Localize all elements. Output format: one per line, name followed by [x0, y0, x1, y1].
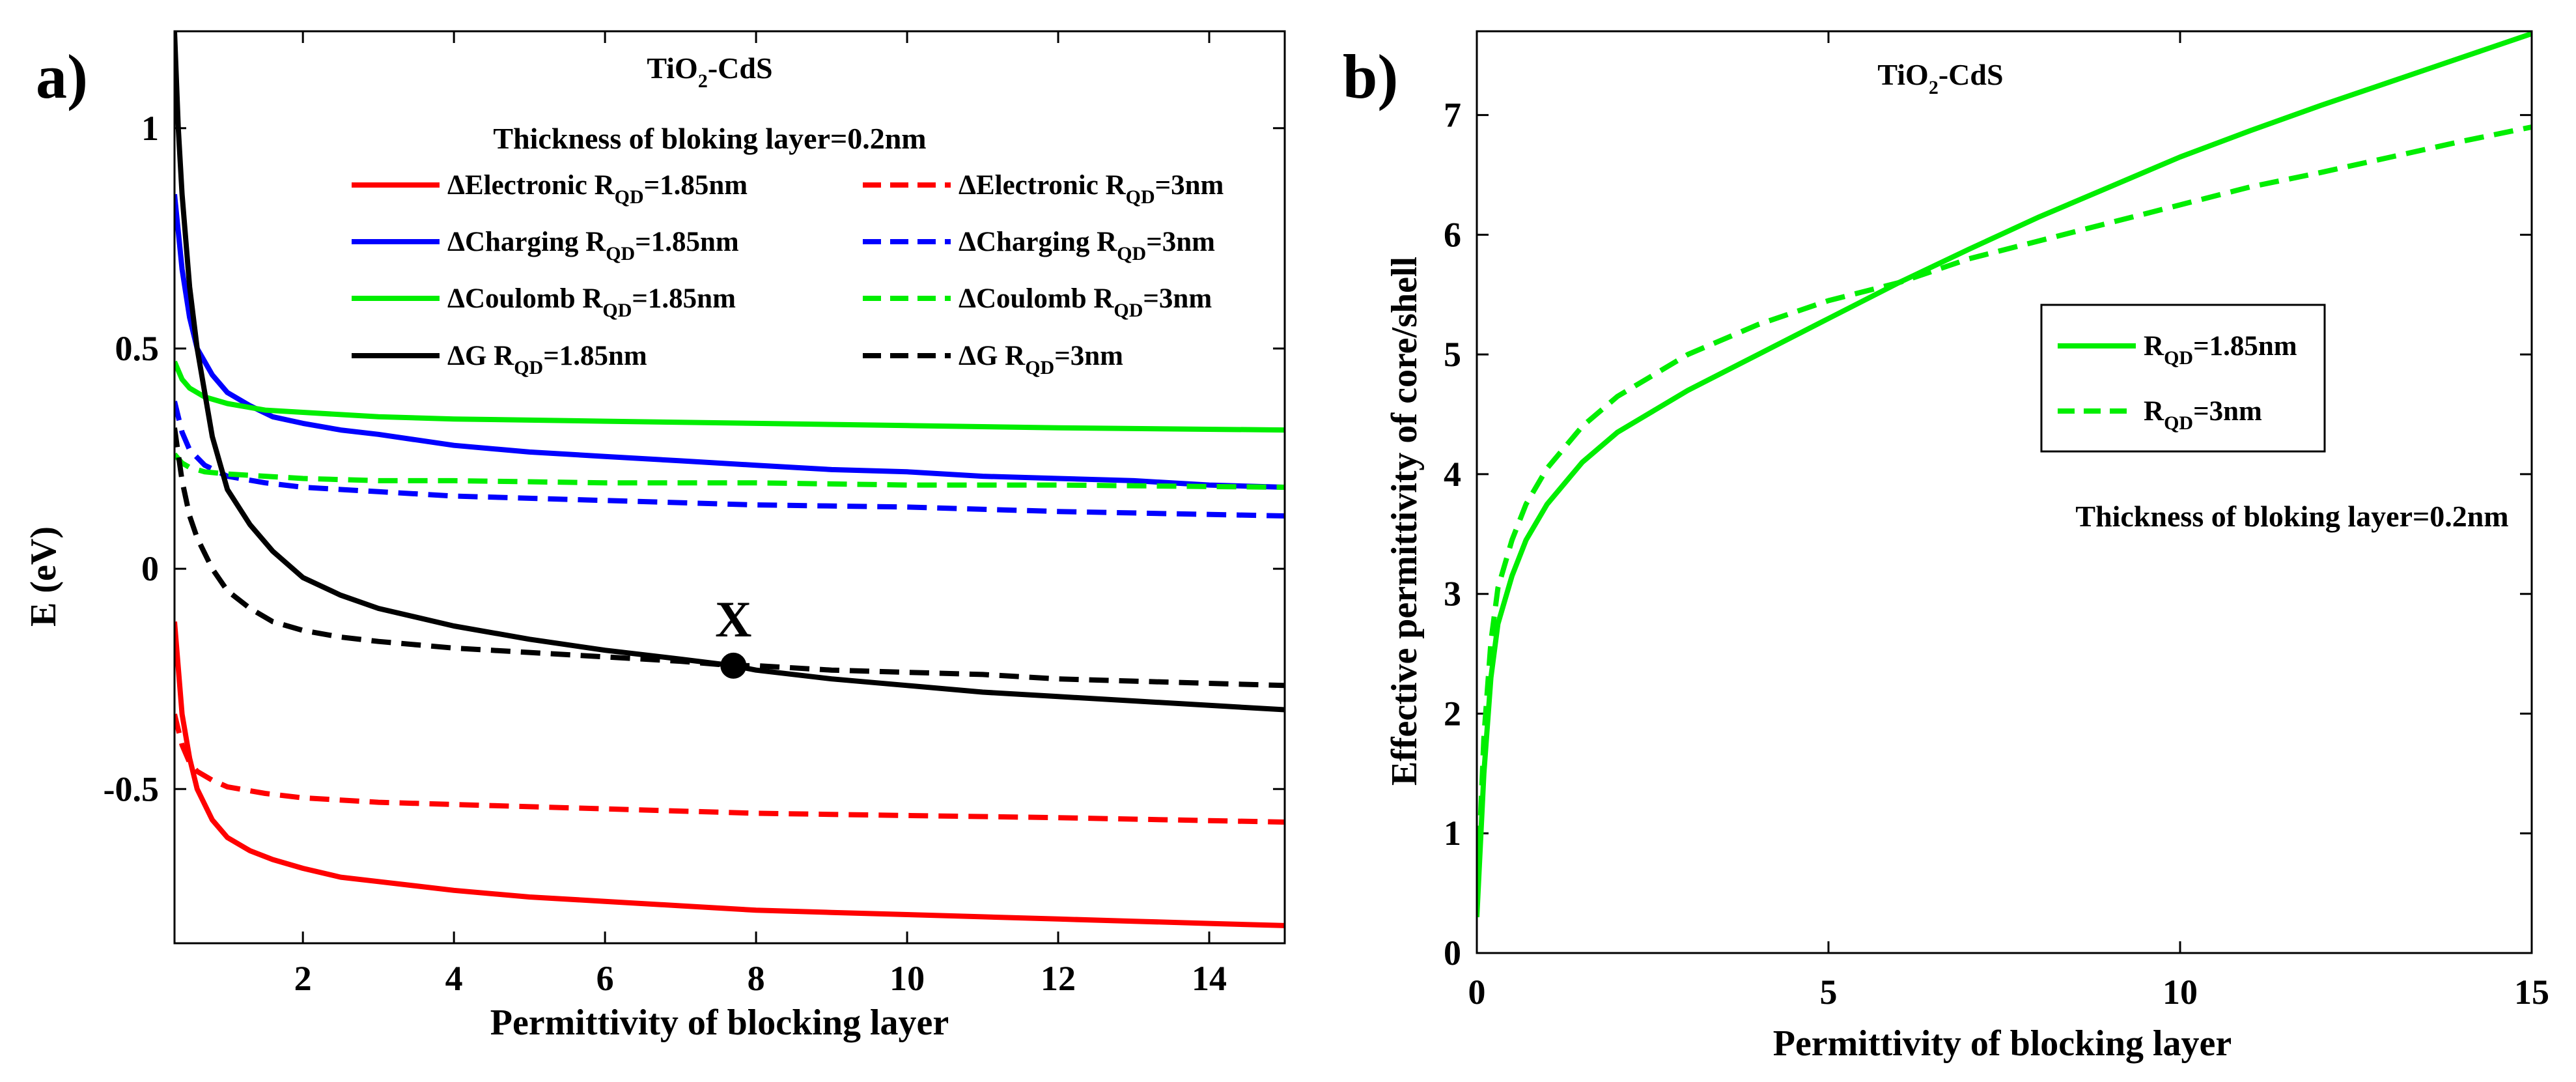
point-label: X — [715, 591, 751, 648]
series-line-a-3 — [175, 401, 1285, 519]
y-tick-label: 0.5 — [115, 329, 160, 368]
x-axis-title-b: Permittivity of blocking layer — [1773, 1023, 2232, 1064]
series-group-b — [1477, 31, 2532, 918]
y-tick-label: 3 — [1444, 575, 1461, 614]
legend-label: ΔElectronic RQD=3nm — [959, 170, 1224, 208]
series-line-a-6 — [175, 31, 1285, 713]
legend-label: ΔCoulomb RQD=3nm — [959, 283, 1212, 321]
x-tick-label: 2 — [294, 959, 312, 998]
legend-label: ΔElectronic RQD=1.85nm — [447, 170, 748, 208]
intersection-point — [720, 652, 747, 679]
x-tick-label: 10 — [2163, 973, 2198, 1012]
x-tick-label: 5 — [1820, 973, 1838, 1012]
y-tick-label: 1 — [1444, 814, 1461, 853]
legend-b: RQD=1.85nm RQD=3nm — [2058, 331, 2297, 434]
panel-label-a: a) — [36, 42, 88, 111]
series-lines — [1477, 31, 2532, 918]
x-tick-label: 6 — [596, 959, 614, 998]
series-line-b-1 — [1477, 124, 2532, 905]
thickness-annotation-b: Thickness of bloking layer=0.2nm — [2075, 500, 2508, 533]
series-line-a-1 — [175, 713, 1285, 825]
y-tick-label: 2 — [1444, 694, 1461, 733]
x-tick-label: 10 — [889, 959, 925, 998]
y-tick-label: 4 — [1444, 455, 1461, 494]
x-tick-label: 14 — [1192, 959, 1227, 998]
y-tick-label: 0 — [141, 549, 159, 588]
series-lines — [175, 31, 1285, 928]
y-tick-label: 0 — [1444, 933, 1461, 973]
plot-frame-b — [1476, 30, 2533, 954]
y-tick-label: 5 — [1444, 335, 1461, 374]
y-tick-label: 6 — [1444, 215, 1461, 254]
legend-label: RQD=1.85nm — [2144, 331, 2297, 369]
series-line-b-0 — [1477, 31, 2532, 918]
series-line-a-0 — [175, 621, 1285, 928]
y-ticks-b: 0 1 2 3 4 5 6 7 — [1444, 96, 2532, 973]
x-ticks-b: 0 5 10 15 — [1468, 31, 2549, 1012]
series-group-a — [175, 31, 1285, 928]
panel-label-b: b) — [1343, 42, 1398, 111]
x-ticks-a: 2 4 6 8 10 12 14 — [294, 31, 1227, 998]
legend-label: RQD=3nm — [2144, 396, 2262, 434]
chart-title-b: TiO2-CdS — [1877, 58, 2003, 98]
series-line-a-4 — [175, 360, 1285, 433]
x-tick-label: 8 — [748, 959, 765, 998]
y-tick-label: 1 — [141, 109, 159, 148]
legend-a: ΔElectronic RQD=1.85nm ΔElectronic RQD=3n… — [352, 170, 1224, 378]
x-axis-title-a: Permittivity of blocking layer — [490, 1003, 949, 1043]
legend-label: ΔG RQD=3nm — [959, 341, 1123, 378]
point-group-a: X — [715, 591, 751, 679]
y-ticks-a: -0.5 0 0.5 1 — [104, 109, 1285, 808]
legend-box-b — [2040, 304, 2326, 453]
chart-b: b) Effective permittivity of core/shell … — [1343, 30, 2549, 1064]
thickness-annotation-a: Thickness of bloking layer=0.2nm — [493, 122, 926, 155]
x-tick-label: 0 — [1468, 973, 1486, 1012]
chart-title-a: TiO2-CdS — [647, 51, 772, 92]
plot-frame-a — [173, 30, 1286, 945]
y-tick-label: 7 — [1444, 96, 1461, 135]
x-tick-label: 4 — [445, 959, 463, 998]
legend-label: ΔCharging RQD=3nm — [959, 227, 1215, 264]
legend-label: ΔG RQD=1.85nm — [447, 341, 647, 378]
chart-a: a) E (eV) Permittivity of blocking layer… — [23, 30, 1286, 1043]
x-tick-label: 15 — [2514, 973, 2549, 1012]
y-axis-title-a: E (eV) — [23, 526, 64, 627]
series-line-a-7 — [175, 427, 1285, 689]
legend-label: ΔCoulomb RQD=1.85nm — [447, 283, 736, 321]
y-axis-title-b: Effective permittivity of core/shell — [1384, 257, 1425, 786]
y-tick-label: -0.5 — [104, 769, 159, 808]
legend-label: ΔCharging RQD=1.85nm — [447, 227, 739, 264]
x-tick-label: 12 — [1041, 959, 1076, 998]
series-line-a-2 — [175, 193, 1285, 490]
